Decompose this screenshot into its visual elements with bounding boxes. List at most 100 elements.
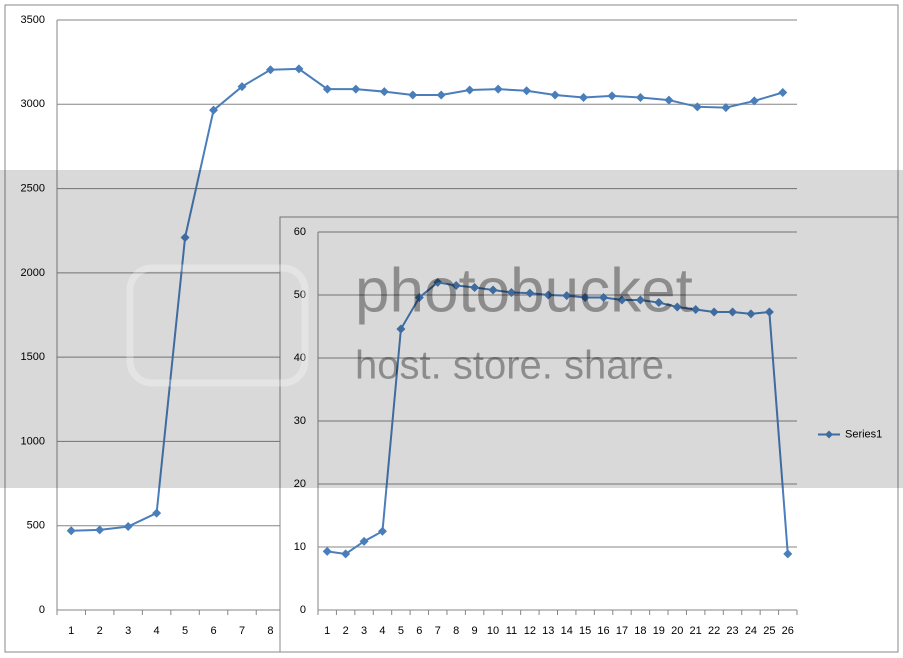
x-tick-label: 17 xyxy=(616,625,628,637)
watermark-band xyxy=(0,170,903,488)
data-point xyxy=(728,307,738,317)
data-point xyxy=(377,526,387,536)
data-point xyxy=(617,295,627,305)
data-point xyxy=(778,87,788,97)
data-point xyxy=(237,82,247,92)
x-tick-label: 3 xyxy=(361,625,367,637)
series-line xyxy=(71,67,784,532)
data-point xyxy=(599,293,609,303)
data-point xyxy=(433,277,443,287)
y-tick-label: 2000 xyxy=(21,267,45,279)
x-tick-label: 4 xyxy=(154,625,160,637)
data-point xyxy=(579,93,589,103)
data-point xyxy=(550,90,560,100)
y-tick-label: 3500 xyxy=(21,14,45,26)
data-point xyxy=(465,85,475,95)
x-tick-label: 5 xyxy=(182,625,188,637)
x-tick-label: 23 xyxy=(726,625,738,637)
x-tick-label: 3 xyxy=(125,625,131,637)
data-point xyxy=(580,293,590,303)
data-point xyxy=(749,96,759,106)
data-point xyxy=(709,307,719,317)
legend-label: Series1 xyxy=(845,428,882,440)
data-point xyxy=(396,324,406,334)
x-tick-label: 5 xyxy=(398,625,404,637)
data-point xyxy=(152,508,162,518)
data-point xyxy=(525,288,535,298)
data-point xyxy=(635,93,645,103)
x-tick-label: 2 xyxy=(97,625,103,637)
data-point xyxy=(721,103,731,113)
data-point xyxy=(488,285,498,295)
x-tick-label: 20 xyxy=(671,625,683,637)
data-point xyxy=(746,309,756,319)
legend-marker xyxy=(825,430,833,439)
x-tick-label: 4 xyxy=(379,625,385,637)
x-tick-label: 8 xyxy=(267,625,273,637)
data-point xyxy=(783,549,793,559)
x-tick-label: 11 xyxy=(506,625,517,637)
data-point xyxy=(635,295,645,305)
x-tick-label: 18 xyxy=(634,625,646,637)
data-point xyxy=(95,525,105,535)
x-tick-label: 7 xyxy=(239,625,245,637)
data-point xyxy=(180,232,190,242)
x-tick-label: 22 xyxy=(708,625,720,637)
data-point xyxy=(664,95,674,105)
y-tick-label: 500 xyxy=(27,520,45,532)
data-point xyxy=(470,282,480,292)
data-point xyxy=(506,287,516,297)
y-tick-label: 2500 xyxy=(21,182,45,194)
x-tick-label: 1 xyxy=(324,625,330,637)
x-tick-label: 16 xyxy=(597,625,609,637)
y-tick-label: 0 xyxy=(300,604,306,616)
data-point xyxy=(408,90,418,100)
y-tick-label: 10 xyxy=(294,541,306,553)
data-point xyxy=(562,291,572,301)
watermark-tagline: host. store. share. xyxy=(355,344,675,388)
watermark-brand: photobucket xyxy=(355,256,693,325)
y-tick-label: 1000 xyxy=(21,435,45,447)
x-tick-label: 7 xyxy=(435,625,441,637)
data-point xyxy=(359,536,369,546)
data-point xyxy=(66,526,76,536)
x-tick-label: 10 xyxy=(487,625,499,637)
data-point xyxy=(451,281,461,291)
y-tick-label: 0 xyxy=(39,604,45,616)
x-tick-label: 6 xyxy=(210,625,216,637)
x-tick-label: 12 xyxy=(524,625,536,637)
data-point xyxy=(692,102,702,112)
y-tick-label: 60 xyxy=(294,226,306,238)
y-tick-label: 50 xyxy=(294,289,306,301)
x-tick-label: 15 xyxy=(579,625,591,637)
x-tick-label: 14 xyxy=(561,625,573,637)
x-tick-label: 26 xyxy=(782,625,794,637)
x-tick-label: 2 xyxy=(343,625,349,637)
y-tick-label: 40 xyxy=(294,352,306,364)
data-point xyxy=(351,84,361,94)
data-point xyxy=(123,522,133,532)
data-point xyxy=(543,290,553,300)
data-point xyxy=(341,549,351,559)
data-point xyxy=(672,302,682,312)
data-point xyxy=(493,84,503,94)
data-point xyxy=(436,90,446,100)
data-point xyxy=(265,65,275,75)
y-tick-label: 3000 xyxy=(21,98,45,110)
data-point xyxy=(294,64,304,74)
chart-frame xyxy=(279,216,899,653)
x-tick-label: 19 xyxy=(653,625,665,637)
data-point xyxy=(764,307,774,317)
x-tick-label: 21 xyxy=(690,625,702,637)
x-tick-label: 6 xyxy=(416,625,422,637)
y-tick-label: 30 xyxy=(294,415,306,427)
data-point xyxy=(607,91,617,101)
x-tick-label: 24 xyxy=(745,625,757,637)
y-tick-label: 1500 xyxy=(21,351,45,363)
x-tick-label: 25 xyxy=(763,625,775,637)
watermark-logo xyxy=(126,264,309,387)
x-tick-label: 1 xyxy=(68,625,74,637)
data-point xyxy=(209,105,219,115)
